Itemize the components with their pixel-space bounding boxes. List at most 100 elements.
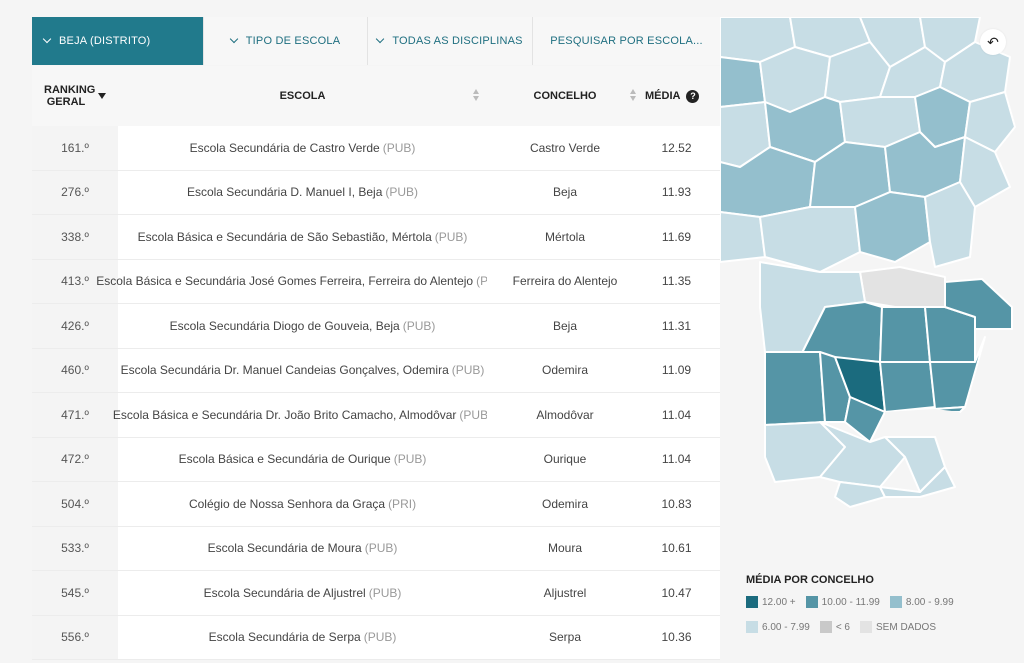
table-row[interactable]: 426.º Escola Secundária Diogo de Gouveia,… [32, 304, 720, 349]
table-row[interactable]: 161.º Escola Secundária de Castro Verde (P… [32, 126, 720, 171]
concelho-cell: Odemira [487, 348, 643, 392]
help-icon[interactable]: ? [686, 89, 700, 103]
escola-cell[interactable]: Escola Básica e Secundária José Gomes Fe… [96, 259, 509, 303]
escola-type: (PUB) [382, 140, 416, 155]
legend-swatch [805, 596, 818, 608]
legend-item: SEM DADOS [860, 621, 936, 633]
filter-bar: Beja (Distrito) Tipo de Escola Todas as … [32, 17, 720, 65]
legend-swatch [889, 596, 902, 608]
rank-cell: 161.º [32, 126, 118, 170]
sort-icon [473, 89, 479, 103]
table-row[interactable]: 276.º Escola Secundária D. Manuel I, Beja… [32, 170, 720, 215]
filter-district[interactable]: Beja (Distrito) [32, 17, 204, 65]
legend-label: 8.00 - 9.99 [905, 596, 954, 608]
concelho-cell: Beja [487, 170, 643, 214]
header-concelho[interactable]: Concelho [487, 66, 643, 126]
table-row[interactable]: 471.º Escola Básica e Secundária Dr. João… [32, 393, 720, 438]
header-media-label: Média [645, 90, 681, 102]
rank-cell: 413.º [32, 259, 118, 303]
escola-cell[interactable]: Escola Básica e Secundária de Ourique (PU… [118, 437, 487, 481]
rank-cell: 276.º [32, 170, 118, 214]
escola-name: Escola Secundária de Aljustrel [203, 585, 366, 600]
escola-name: Escola Básica e Secundária Dr. João Brit… [112, 407, 457, 422]
escola-name: Escola Secundária Dr. Manuel Candeias Go… [120, 363, 449, 378]
escola-name: Escola Secundária de Serpa [208, 630, 361, 645]
escola-cell[interactable]: Escola Secundária D. Manuel I, Beja (PUB) [118, 170, 487, 214]
escola-type: (PUB) [459, 407, 493, 422]
table-row[interactable]: 472.º Escola Básica e Secundária de Ouriq… [32, 437, 720, 482]
escola-cell[interactable]: Escola Secundária de Serpa (PUB) [118, 615, 487, 659]
legend-label: 6.00 - 7.99 [762, 621, 810, 633]
escola-cell[interactable]: Escola Secundária de Moura (PUB) [118, 526, 487, 570]
rank-cell: 338.º [32, 215, 118, 259]
table-row[interactable]: 413.º Escola Básica e Secundária José Gom… [32, 259, 720, 304]
escola-name: Escola Secundária de Castro Verde [189, 140, 380, 155]
media-cell: 12.52 [643, 126, 720, 170]
legend-label: < 6 [835, 621, 850, 633]
media-cell: 10.83 [643, 482, 720, 526]
media-cell: 10.36 [643, 615, 720, 659]
escola-cell[interactable]: Escola Secundária Dr. Manuel Candeias Go… [118, 348, 487, 392]
rank-cell: 504.º [32, 482, 118, 526]
filter-subjects[interactable]: Todas as disciplinas [368, 17, 533, 65]
legend-item: < 6 [819, 621, 850, 633]
table-row[interactable]: 460.º Escola Secundária Dr. Manuel Candei… [32, 348, 720, 393]
header-media[interactable]: Média ? [643, 66, 728, 126]
media-cell: 11.04 [643, 393, 720, 437]
filter-district-label: Beja (Distrito) [59, 35, 151, 47]
map-region [759, 206, 861, 273]
concelho-cell: Odemira [487, 482, 643, 526]
school-search[interactable]: Pesquisar por escola... [533, 17, 720, 65]
media-cell: 11.31 [643, 304, 720, 348]
escola-type: (PUB) [385, 185, 419, 200]
escola-type: (PUB) [434, 229, 468, 244]
school-search-label: Pesquisar por escola... [550, 35, 703, 47]
escola-cell[interactable]: Escola Básica e Secundária de São Sebast… [118, 215, 487, 259]
concelho-cell: Almodôvar [487, 393, 643, 437]
rank-cell: 460.º [32, 348, 118, 392]
escola-type: (PUB) [368, 585, 402, 600]
concelho-cell: Serpa [487, 615, 643, 659]
map-region [924, 181, 976, 268]
escola-type: (PRI) [388, 496, 417, 511]
concelho-cell: Moura [487, 526, 643, 570]
header-rank-label: Ranking Geral [44, 84, 96, 108]
table-row[interactable]: 533.º Escola Secundária de Moura (PUB) Mour… [32, 526, 720, 571]
map-region [834, 481, 886, 508]
table-row[interactable]: 504.º Colégio de Nossa Senhora da Graça (P… [32, 482, 720, 527]
escola-cell[interactable]: Escola Básica e Secundária Dr. João Brit… [113, 393, 492, 437]
map-region [764, 351, 826, 426]
concelho-cell: Beja [487, 304, 643, 348]
sort-desc-icon [98, 93, 106, 99]
filter-school-type-label: Tipo de Escola [245, 35, 341, 47]
map-region [964, 91, 1016, 153]
escola-cell[interactable]: Escola Secundária de Aljustrel (PUB) [118, 571, 487, 615]
legend-items: 12.00 + 10.00 - 11.99 8.00 - 9.99 6.00 - 7.… [746, 596, 1016, 633]
concelho-cell: Mértola [487, 215, 643, 259]
map-region [959, 136, 1011, 208]
escola-name: Escola Básica e Secundária de São Sebast… [137, 229, 432, 244]
district-map[interactable]: ↶ [720, 17, 1024, 647]
map-region [854, 191, 931, 263]
rank-cell: 471.º [32, 393, 118, 437]
header-escola[interactable]: Escola [118, 66, 487, 126]
choropleth-map[interactable] [720, 17, 1024, 647]
table-row[interactable]: 556.º Escola Secundária de Serpa (PUB) Serp… [32, 615, 720, 660]
escola-cell[interactable]: Escola Secundária de Castro Verde (PUB) [118, 126, 487, 170]
rank-cell: 472.º [32, 437, 118, 481]
escola-type: (PUB) [451, 363, 485, 378]
table-row[interactable]: 545.º Escola Secundária de Aljustrel (PUB)… [32, 571, 720, 616]
table-row[interactable]: 338.º Escola Básica e Secundária de São S… [32, 215, 720, 260]
escola-type: (PUB) [393, 452, 427, 467]
legend-swatch [860, 621, 872, 633]
rank-cell: 426.º [32, 304, 118, 348]
header-rank[interactable]: Ranking Geral [32, 66, 118, 126]
map-region [944, 278, 1013, 330]
escola-cell[interactable]: Colégio de Nossa Senhora da Graça (PRI) [118, 482, 487, 526]
map-region [879, 306, 931, 363]
escola-cell[interactable]: Escola Secundária Diogo de Gouveia, Beja… [118, 304, 487, 348]
filter-school-type[interactable]: Tipo de Escola [204, 17, 368, 65]
media-cell: 11.93 [643, 170, 720, 214]
undo-arrow-icon[interactable]: ↶ [980, 29, 1006, 55]
ranking-table: Ranking Geral Escola Concelho Média ? 16… [32, 66, 728, 660]
